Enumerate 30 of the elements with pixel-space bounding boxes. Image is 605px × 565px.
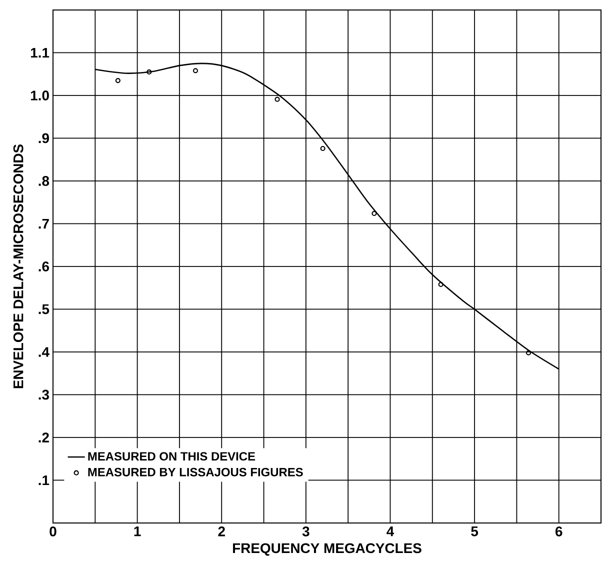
y-axis-title: ENVELOPE DELAY-MICROSECONDS [13,144,24,388]
y-tick-label: .2 [38,432,49,442]
x-tick-label: 5 [471,526,478,536]
legend-label: MEASURED BY LISSAJOUS FIGURES [88,468,303,476]
x-tick-label: 0 [50,526,56,536]
x-tick-label: 6 [555,526,562,536]
point [146,69,152,75]
point [274,96,280,102]
point [192,68,198,74]
y-tick-label: .9 [38,133,49,144]
point [372,210,377,216]
point [115,78,120,84]
y-tick-label: 1.1 [30,48,50,58]
y-tick-label: .6 [38,262,49,272]
x-tick-label: 4 [386,526,394,536]
point [438,282,444,287]
y-tick-label: .7 [38,218,49,229]
y-tick-label: .1 [38,475,50,486]
y-tick-label: .3 [38,390,49,400]
point [526,350,532,356]
x-tick-label: 1 [134,526,141,536]
y-tick-label: .4 [38,347,50,357]
x-tick-label: 2 [218,526,225,536]
point [320,146,326,152]
y-tick-label: .8 [38,176,50,186]
legend-label: MEASURED ON THIS DEVICE [88,452,256,461]
x-tick-label: 3 [302,526,310,536]
y-tick-label: .5 [38,304,50,314]
x-axis-title: FREQUENCY MEGACYCLES [233,543,422,556]
y-tick-label: 1.0 [30,90,49,100]
